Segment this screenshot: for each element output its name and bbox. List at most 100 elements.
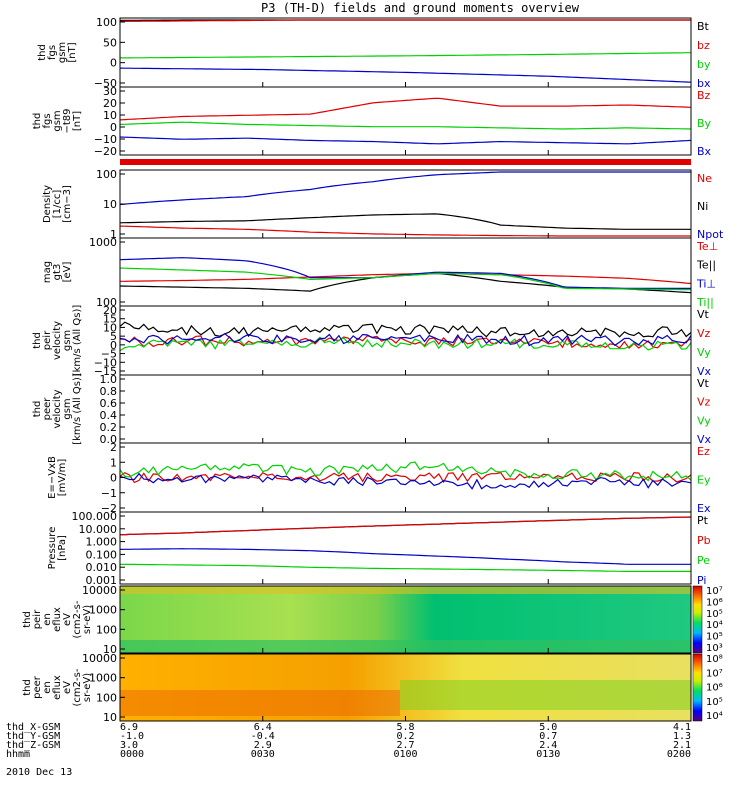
y-tick-label: 10: [103, 198, 117, 211]
ephemeris-label: hhmm: [6, 749, 30, 760]
ephemeris-value: 6.9: [120, 722, 138, 733]
y-tick-label: 1.0: [100, 373, 118, 386]
legend-pt: Pt: [697, 514, 709, 527]
y-axis-label-line: (cm2-s-: [72, 668, 83, 706]
y-axis-label-line: [nPa]: [57, 535, 68, 561]
y-tick-label: 0.0: [100, 433, 118, 446]
legend-vx: Vx: [697, 433, 712, 446]
legend-te||: Te||: [696, 259, 716, 272]
y-axis-label-line: sr-eV): [82, 605, 93, 634]
y-tick-label: 100: [96, 623, 117, 636]
ephemeris-value: 2.9: [254, 740, 272, 751]
y-tick-label: 10: [103, 109, 117, 122]
y-axis-label-line: −t89: [62, 108, 73, 133]
legend-vz: Vz: [697, 327, 711, 340]
y-tick-label: −10: [94, 133, 117, 146]
y-tick-label: 10000: [82, 584, 117, 597]
y-axis-label-line: Pressure: [47, 527, 58, 570]
ephemeris-value: 2.7: [396, 740, 414, 751]
colorbar-label: 10⁷: [706, 586, 723, 597]
legend-bz: Bz: [697, 89, 711, 102]
panel-frame: [119, 237, 692, 307]
y-axis-label-line: mag: [42, 261, 53, 283]
separator-band: [120, 159, 691, 165]
y-axis-label-line: peer: [42, 397, 53, 421]
ephemeris-value: 5.8: [396, 722, 414, 733]
ephemeris-value: 0000: [120, 749, 144, 760]
y-tick-label: 1000: [89, 604, 117, 617]
legend-npot: Npot: [697, 228, 724, 241]
y-tick-label: 0.001: [86, 574, 118, 587]
ephemeris-label: thd_X-GSM: [6, 722, 60, 733]
ephemeris-value: 0030: [251, 749, 275, 760]
series-line-ni: [119, 213, 691, 230]
panel-frame: [119, 374, 692, 444]
y-tick-label: 10: [103, 711, 117, 724]
series-line-vt: [119, 321, 692, 338]
legend-ey: Ey: [697, 474, 711, 487]
y-tick-label: −20: [94, 145, 117, 158]
legend-bz: bz: [697, 39, 710, 52]
legend-pe: Pe: [697, 554, 710, 567]
y-tick-label: −1: [101, 487, 117, 500]
ephemeris-value: 0130: [536, 749, 560, 760]
y-axis-label: thd fgs gsm [nT]: [37, 42, 78, 63]
y-tick-label: 10.000: [79, 523, 118, 536]
y-tick-label: 0: [110, 339, 117, 352]
colorbar-label: 10⁸: [706, 654, 723, 665]
colorbar-label: 10³: [706, 643, 723, 654]
panel-frame: [119, 511, 692, 585]
colorbar-ion: [692, 585, 703, 654]
y-tick-label: 0: [110, 121, 117, 134]
y-axis-label-line: peir: [32, 609, 43, 629]
ephemeris-value: -0.4: [251, 731, 275, 742]
y-tick-label: 100: [96, 16, 117, 29]
electron-spectrogram-band: [400, 680, 691, 710]
y-axis-label-line: eV: [62, 613, 73, 626]
ephemeris-value: 2.4: [539, 740, 557, 751]
figure-title: P3 (TH-D) fields and ground moments over…: [261, 1, 579, 15]
y-tick-label: 20: [103, 97, 117, 110]
y-axis-label-line: [nT]: [67, 42, 78, 62]
colorbar-label: 10⁶: [706, 683, 723, 694]
colorbar-label: 10⁶: [706, 597, 723, 608]
series-line-by: [120, 52, 691, 59]
y-axis-label: E=−VxB [mV/m]: [47, 456, 68, 499]
legend-vy: Vy: [697, 346, 711, 359]
y-axis-label: thd peir en eflux eV (cm2-s-sr-eV): [22, 600, 93, 638]
legend-te⊥: Te⊥: [696, 240, 718, 253]
series-line-ez: [119, 471, 692, 484]
y-tick-label: 15: [103, 313, 117, 326]
y-tick-label: 10000: [82, 652, 117, 665]
series-line-vy: [119, 336, 692, 352]
series-line-pb: [119, 516, 692, 536]
series-line-te⊥: [120, 272, 692, 285]
colorbar-electron: [692, 653, 703, 722]
y-axis-label: Pressure [nPa]: [47, 527, 68, 570]
y-tick-label: 1000: [89, 672, 117, 685]
series-line-pe: [119, 563, 691, 572]
y-axis-label-line: fgs: [47, 45, 58, 60]
colorbar-label: 10⁵: [706, 609, 723, 620]
legend-bx: bx: [697, 77, 711, 90]
y-axis-label-line: fgs: [42, 113, 53, 128]
y-tick-label: 0: [110, 57, 117, 70]
legend-by: By: [697, 117, 712, 130]
y-axis-label-line: eflux: [52, 607, 63, 632]
y-tick-label: 100: [96, 296, 117, 309]
series-line-pi: [119, 548, 691, 565]
y-tick-label: 1.000: [86, 536, 118, 549]
y-axis-label-line: gsm: [57, 42, 68, 63]
legend-vt: Vt: [697, 308, 710, 321]
series-line-ex: [119, 472, 692, 490]
series-line-bz: [119, 97, 692, 121]
y-tick-label: 0.4: [100, 409, 118, 422]
y-axis-label-line: [km/s (All Qs)]: [72, 373, 83, 445]
y-tick-label: 0.100: [86, 548, 118, 561]
ephemeris-value: 0200: [667, 749, 691, 760]
y-tick-label: 1000: [89, 236, 117, 249]
y-axis-label: mag gt3 [eV]: [42, 261, 73, 283]
y-tick-label: 0.6: [100, 397, 118, 410]
colorbar-label: 10⁵: [706, 632, 723, 643]
